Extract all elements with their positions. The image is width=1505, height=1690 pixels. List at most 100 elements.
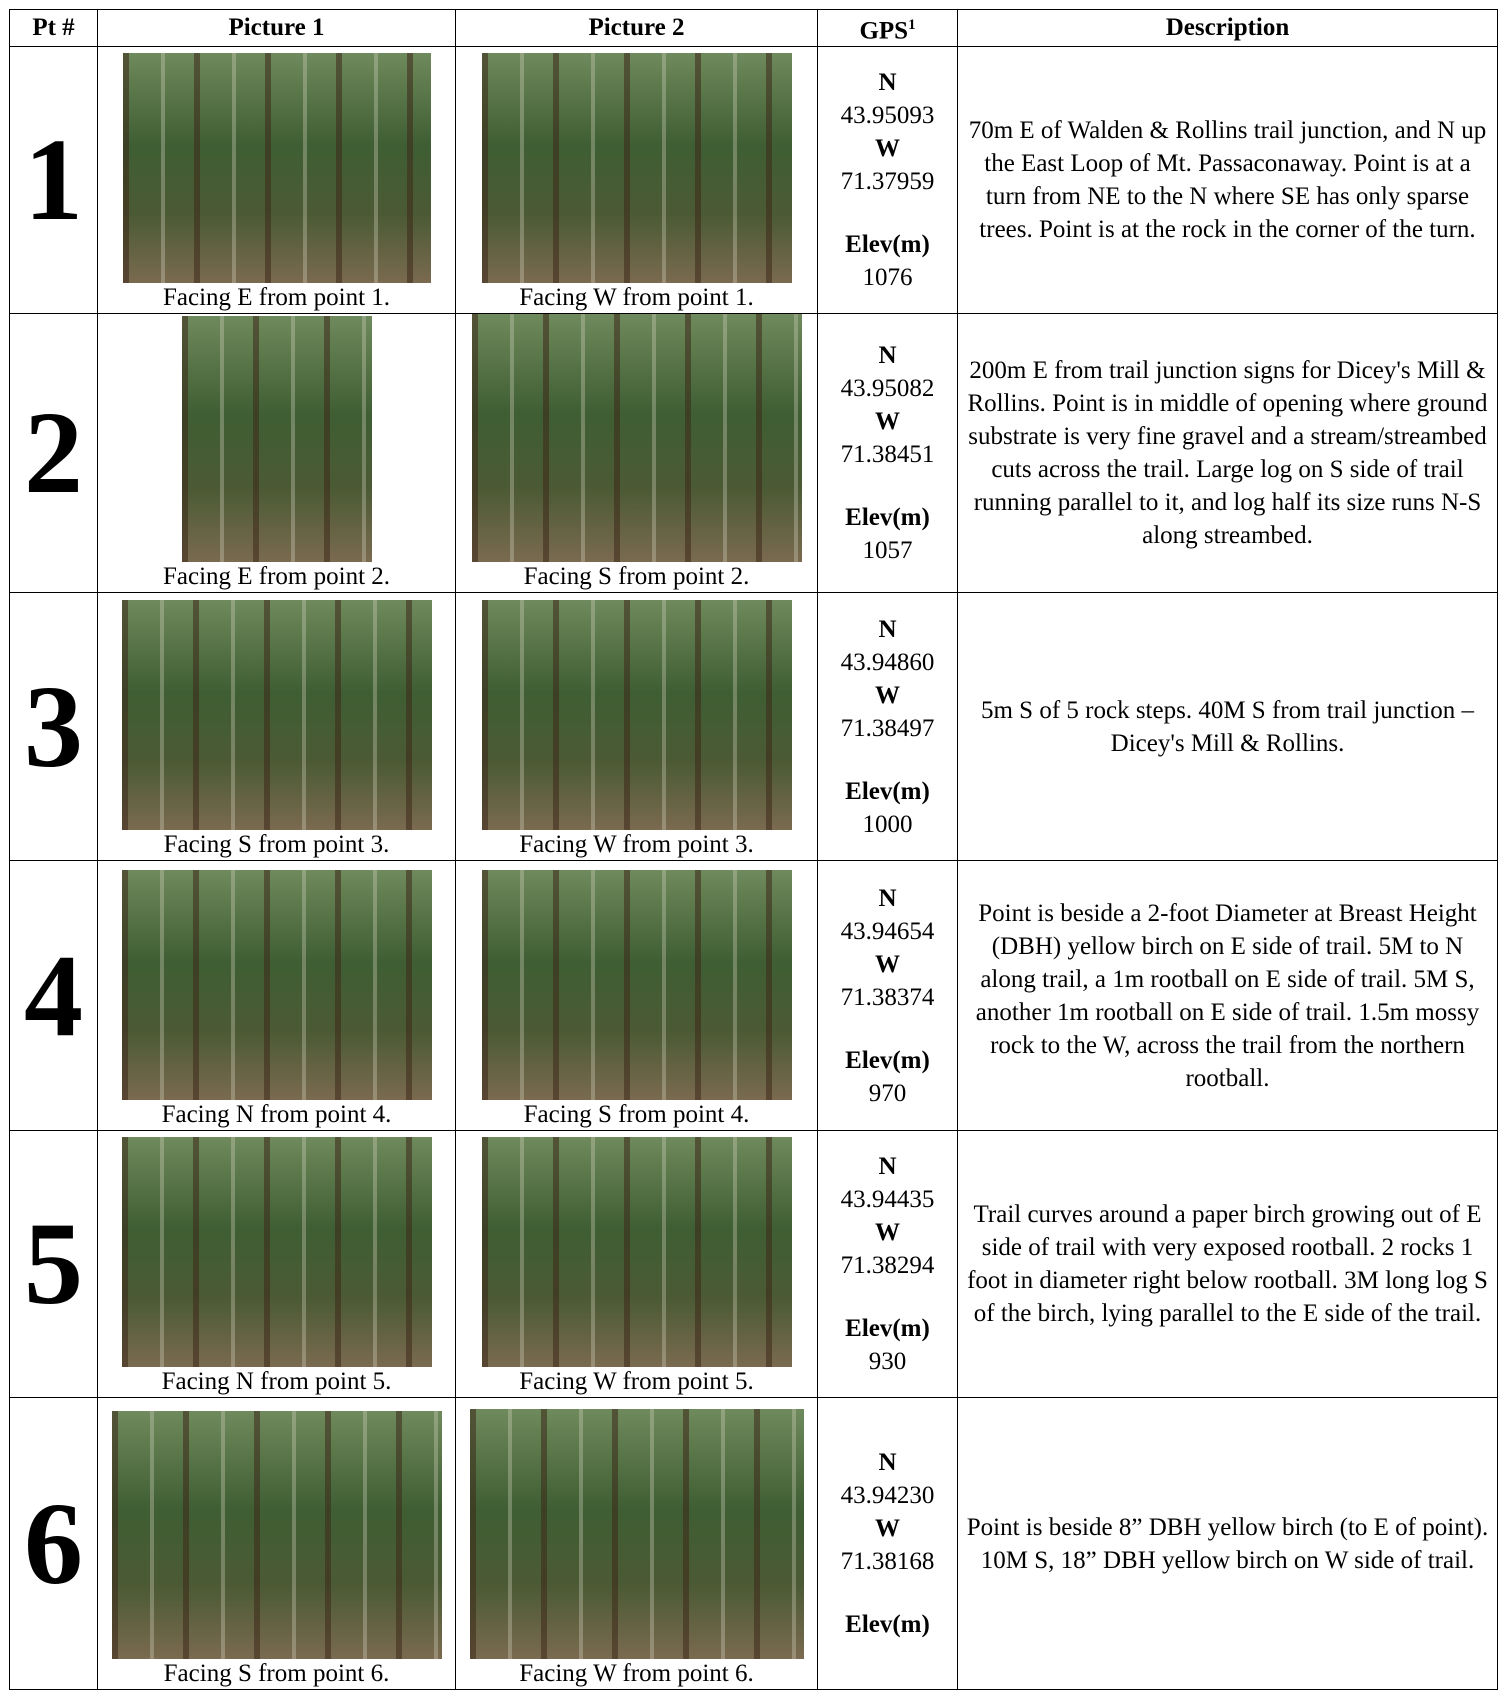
gps-w: 71.38294	[818, 1249, 957, 1282]
point-number: 2	[10, 314, 98, 593]
gps-elev-label: Elev(m)	[818, 1044, 957, 1077]
photo-caption: Facing S from point 6.	[98, 1659, 455, 1689]
picture-cell: Facing S from point 6.	[98, 1398, 456, 1690]
picture-cell: Facing W from point 3.	[456, 593, 818, 861]
point-number: 5	[10, 1131, 98, 1398]
description: Point is beside a 2-foot Diameter at Bre…	[958, 861, 1498, 1131]
gps-w-label: W	[818, 679, 957, 712]
description: 5m S of 5 rock steps. 40M S from trail j…	[958, 593, 1498, 861]
picture-cell: Facing S from point 2.	[456, 314, 818, 593]
photo	[482, 1137, 792, 1367]
gps-w: 71.38497	[818, 712, 957, 745]
footnote-mark: 1	[908, 17, 916, 33]
photo	[112, 1411, 442, 1659]
photo	[470, 1409, 804, 1659]
description: 200m E from trail junction signs for Dic…	[958, 314, 1498, 593]
description: 70m E of Walden & Rollins trail junction…	[958, 47, 1498, 314]
photo	[123, 53, 431, 283]
photo	[482, 600, 792, 830]
gps-n-label: N	[818, 1150, 957, 1183]
photo-caption: Facing E from point 1.	[98, 283, 455, 313]
picture-cell: Facing E from point 2.	[98, 314, 456, 593]
gps-elev: 970	[818, 1077, 957, 1110]
gps-n: 43.95093	[818, 99, 957, 132]
picture-cell: Facing E from point 1.	[98, 47, 456, 314]
header-row: Pt # Picture 1 Picture 2 GPS1 Descriptio…	[10, 10, 1498, 47]
gps-elev-label: Elev(m)	[818, 1312, 957, 1345]
photo-caption: Facing W from point 6.	[456, 1659, 817, 1689]
header-text: GPS	[859, 17, 908, 44]
description: Trail curves around a paper birch growin…	[958, 1131, 1498, 1398]
point-number: 4	[10, 861, 98, 1131]
spacer	[818, 471, 957, 501]
gps-n: 43.94435	[818, 1183, 957, 1216]
gps-n-label: N	[818, 613, 957, 646]
description: Point is beside 8” DBH yellow birch (to …	[958, 1398, 1498, 1690]
photo	[472, 314, 802, 562]
gps-n: 43.95082	[818, 372, 957, 405]
header-cell: Picture 1	[98, 10, 456, 47]
picture-cell: Facing N from point 4.	[98, 861, 456, 1131]
photo-caption: Facing W from point 3.	[456, 830, 817, 860]
spacer	[818, 1014, 957, 1044]
point-number: 1	[10, 47, 98, 314]
spacer	[818, 745, 957, 775]
picture-cell: Facing N from point 5.	[98, 1131, 456, 1398]
gps-w-label: W	[818, 132, 957, 165]
gps-elev-label: Elev(m)	[818, 775, 957, 808]
gps-w: 71.38168	[818, 1545, 957, 1578]
spacer	[818, 198, 957, 228]
page: Pt # Picture 1 Picture 2 GPS1 Descriptio…	[0, 0, 1505, 1687]
photo-caption: Facing S from point 3.	[98, 830, 455, 860]
gps-elev-label: Elev(m)	[818, 228, 957, 261]
photo	[122, 1137, 432, 1367]
photo	[482, 53, 792, 283]
gps-w-label: W	[818, 405, 957, 438]
photo-caption: Facing N from point 5.	[98, 1367, 455, 1397]
gps-w-label: W	[818, 948, 957, 981]
photo-caption: Facing W from point 5.	[456, 1367, 817, 1397]
picture-cell: Facing W from point 1.	[456, 47, 818, 314]
gps-w: 71.37959	[818, 165, 957, 198]
photo-caption: Facing N from point 4.	[98, 1100, 455, 1130]
spacer	[818, 1282, 957, 1312]
point-number: 6	[10, 1398, 98, 1690]
gps-n: 43.94230	[818, 1479, 957, 1512]
header-cell: Pt #	[10, 10, 98, 47]
header-cell: Picture 2	[456, 10, 818, 47]
picture-cell: Facing S from point 3.	[98, 593, 456, 861]
photo	[182, 316, 372, 562]
picture-cell: Facing W from point 6.	[456, 1398, 818, 1690]
gps-w-label: W	[818, 1512, 957, 1545]
picture-cell: Facing S from point 4.	[456, 861, 818, 1131]
gps-n-label: N	[818, 1446, 957, 1479]
gps-elev-label: Elev(m)	[818, 1608, 957, 1641]
photo-caption: Facing S from point 4.	[456, 1100, 817, 1130]
photo-caption: Facing S from point 2.	[456, 562, 817, 592]
gps-elev-label: Elev(m)	[818, 501, 957, 534]
gps-elev: 1057	[818, 534, 957, 567]
photo-caption: Facing W from point 1.	[456, 283, 817, 313]
photo	[122, 600, 432, 830]
gps-n-label: N	[818, 339, 957, 372]
survey-table: Pt # Picture 1 Picture 2 GPS1 Descriptio…	[9, 9, 1498, 1690]
header-cell: GPS1	[818, 10, 958, 47]
photo	[122, 870, 432, 1100]
picture-cell: Facing W from point 5.	[456, 1131, 818, 1398]
gps-w: 71.38374	[818, 981, 957, 1014]
gps-n: 43.94654	[818, 915, 957, 948]
gps-n-label: N	[818, 882, 957, 915]
gps-w: 71.38451	[818, 438, 957, 471]
